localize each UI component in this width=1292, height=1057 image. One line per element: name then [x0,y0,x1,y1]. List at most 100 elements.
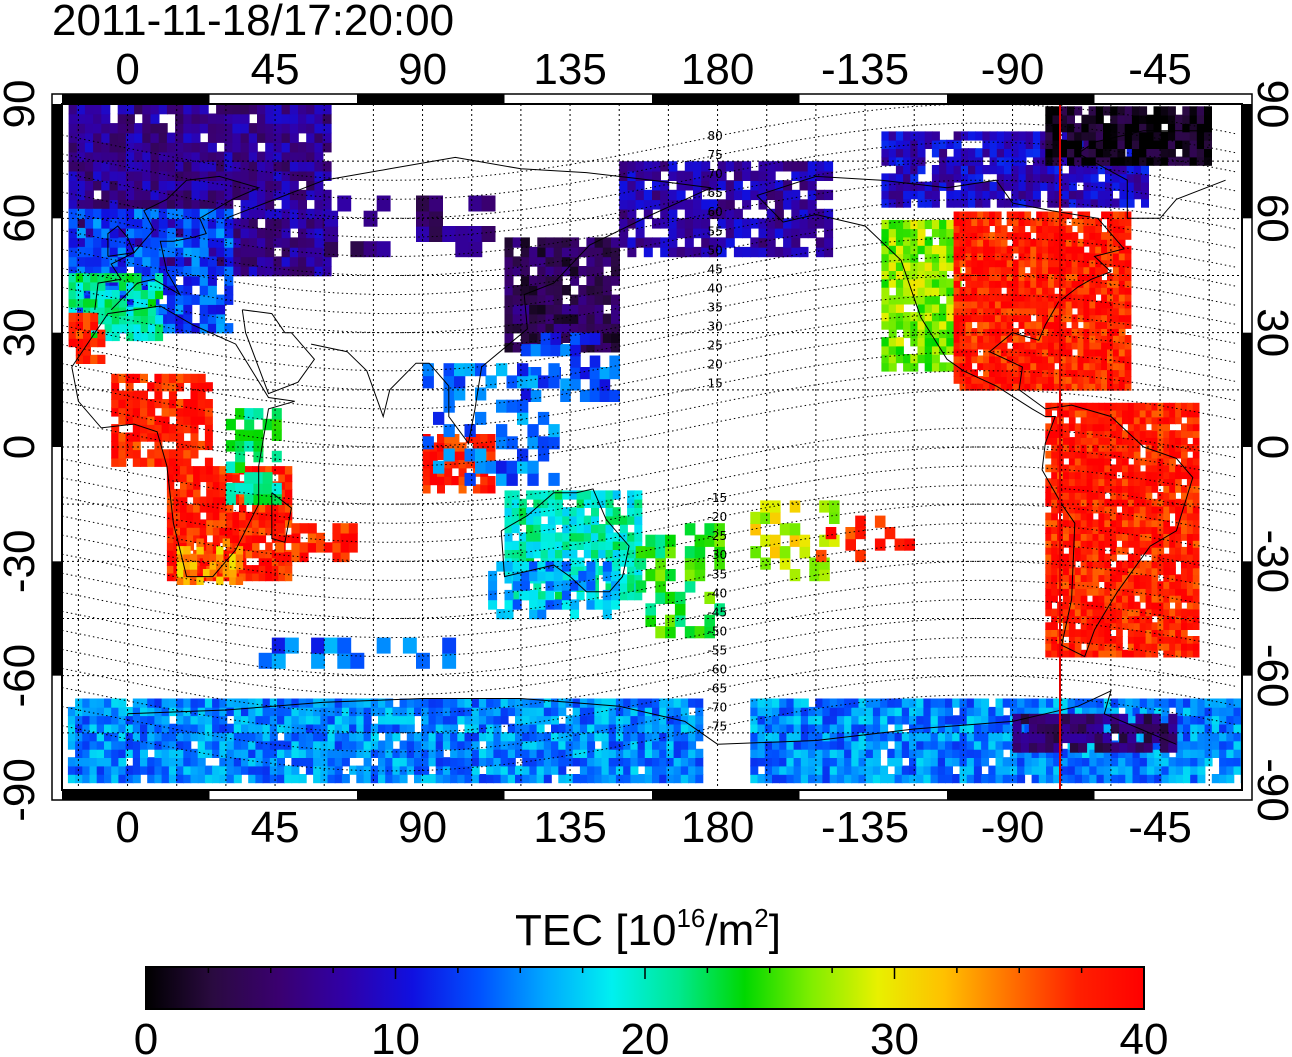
tec-cell [158,151,168,162]
tec-cell [1190,774,1199,784]
tec-cell [166,180,176,191]
tec-cell [154,440,163,451]
tec-cell [1080,505,1088,514]
tec-cell [977,314,984,323]
tec-cell [1092,457,1100,466]
tec-cell [183,104,193,115]
tec-cell [953,293,961,302]
tec-cell [314,180,324,191]
tec-cell [619,161,629,172]
tec-cell [881,173,890,183]
tec-cell [953,238,961,247]
tec-cell [1139,574,1147,582]
tec-cell [829,748,838,758]
tec-cell [643,189,653,201]
tec-cell [1095,362,1102,371]
tec-cell [464,757,473,767]
tec-cell [1012,369,1020,377]
tec-cell [1092,492,1100,500]
tec-cell [232,142,242,153]
tec-cell [1124,211,1132,220]
tec-cell [457,765,466,775]
tec-cell [1067,757,1076,767]
tec-cell [1101,280,1108,288]
tec-cell [1063,478,1070,486]
tec-cell [1009,748,1018,758]
tec-cell [895,156,904,166]
tec-cell [93,256,103,267]
tec-cell [1186,512,1194,521]
tec-cell [973,757,982,767]
tec-cell [1233,765,1242,775]
tec-cell [977,238,984,247]
tec-cell [989,245,996,254]
tec-cell [1040,181,1049,191]
tec-cell [175,256,185,267]
tec-cell [1181,581,1188,589]
tec-cell [93,142,103,153]
tec-cell [888,139,897,149]
tec-cell [807,189,817,201]
tec-cell [1063,567,1070,576]
tec-cell [1074,526,1082,534]
tec-cell [1133,601,1141,610]
tec-cell [545,599,555,610]
tec-cell [953,328,961,336]
tec-cell [475,448,487,462]
tec-cell [570,275,580,286]
tec-cell [824,246,834,258]
tec-cell [594,275,604,286]
tec-cell [701,218,711,229]
tec-cell [1124,218,1132,226]
tec-cell [1154,765,1163,775]
tec-cell [464,765,473,775]
tec-cell [608,765,617,775]
tec-cell [1065,362,1073,371]
tec-cell [694,557,706,570]
tec-cell [1074,574,1082,582]
tec-cell [750,246,760,258]
tec-cell [504,285,514,296]
tec-cell [540,490,549,500]
tec-cell [1068,416,1076,425]
tec-cell [1151,444,1159,452]
tec-cell [224,294,234,305]
tec-cell [1074,139,1083,149]
tec-cell [1160,114,1169,124]
tec-cell [1145,492,1153,500]
tec-cell [225,482,236,495]
tec-cell [1127,601,1135,610]
tec-cell [158,313,168,324]
tec-cell [591,532,599,542]
tec-cell [612,540,621,550]
tec-cell [186,488,194,498]
tec-cell [1086,622,1094,630]
tec-cell [75,298,84,308]
tec-cell [1000,232,1008,240]
tec-cell [75,346,84,356]
tec-cell [125,170,135,181]
tec-cell [1105,190,1113,200]
tec-cell [76,113,86,124]
tec-cell [1101,245,1108,254]
tec-cell [284,488,293,498]
tec-cell [858,774,867,784]
tec-cell [1024,218,1032,226]
tec-cell [67,765,76,775]
tec-cell [322,113,332,124]
tec-cell [240,256,250,267]
tec-cell [212,466,221,475]
tec-cell [1112,225,1120,233]
tec-cell [824,227,834,239]
tec-cell [1098,430,1106,438]
tec-cell [1077,225,1085,233]
tec-cell [1032,190,1041,200]
tec-cell [605,582,614,592]
tec-cell [1127,540,1135,548]
tec-cell [881,278,890,288]
tec-cell [125,256,135,267]
tec-cell [694,546,706,559]
tec-cell [946,245,955,255]
tec-cell [133,306,142,316]
tec-cell [1000,335,1008,343]
